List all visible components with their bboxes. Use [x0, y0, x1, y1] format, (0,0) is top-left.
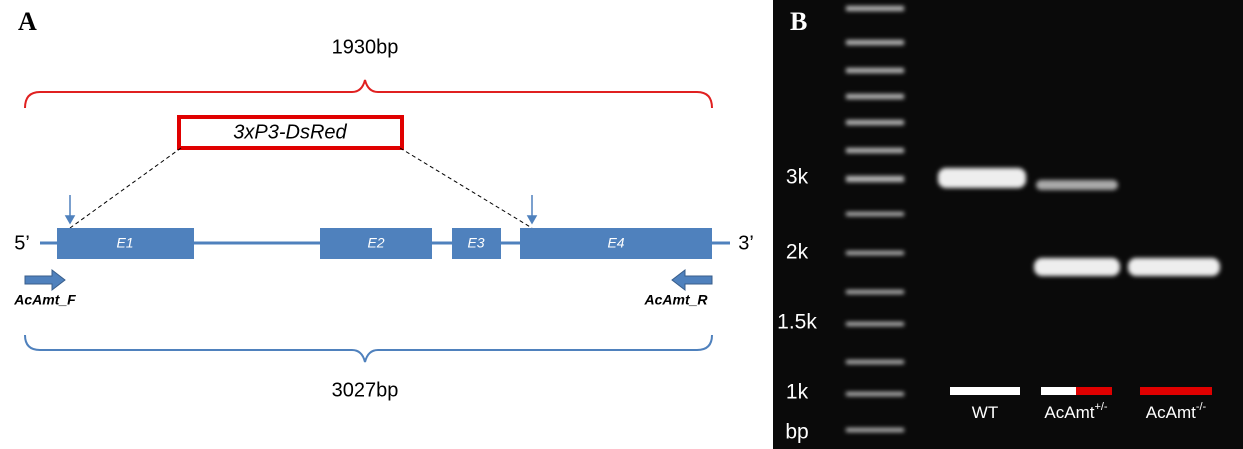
gel [773, 0, 1243, 449]
dash [400, 148, 532, 228]
end-label: 3’ [738, 232, 754, 254]
primer-label: AcAmt_R [643, 292, 708, 308]
insert-label: 3xP3-DsRed [233, 121, 347, 143]
ladder-label: 1k [786, 381, 809, 404]
panel-b: B 3k 2k 1.5k 1k bp WT AcAmt+/- AcAmt-/- [773, 0, 1243, 449]
cut-arrows [66, 195, 536, 223]
end-label: 5’ [14, 232, 30, 254]
primer-label: AcAmt_F [13, 292, 76, 308]
primer-arrow [25, 270, 65, 290]
ladder-label: bp [785, 421, 808, 444]
ladder-label: 2k [786, 241, 809, 264]
bracket-label: 3027bp [332, 379, 399, 401]
genotype-bar [950, 387, 1020, 395]
ladder-label: 3k [786, 166, 809, 189]
panel-label: A [18, 7, 37, 36]
exon-label: E4 [607, 235, 624, 251]
ladder-label: 1.5k [777, 311, 817, 334]
bracket [25, 335, 712, 362]
dash [70, 148, 181, 228]
panel-a: A 1930bp 3xP3-DsRed E1 E2 E3 E4 5’ 3’ Ac… [13, 7, 754, 401]
figure: A 1930bp 3xP3-DsRed E1 E2 E3 E4 5’ 3’ Ac… [0, 0, 1243, 449]
exon-label: E3 [467, 235, 484, 251]
exon-label: E1 [116, 235, 133, 251]
exon-label: E2 [367, 235, 384, 251]
genotype-bar [1076, 387, 1112, 395]
panel-label: B [790, 7, 807, 36]
bracket [25, 80, 712, 108]
primer-arrow [672, 270, 712, 290]
bracket-label: 1930bp [332, 36, 399, 58]
lane-label: WT [972, 403, 998, 422]
genotype-bar [1140, 387, 1212, 395]
genotype-bar [1041, 387, 1076, 395]
